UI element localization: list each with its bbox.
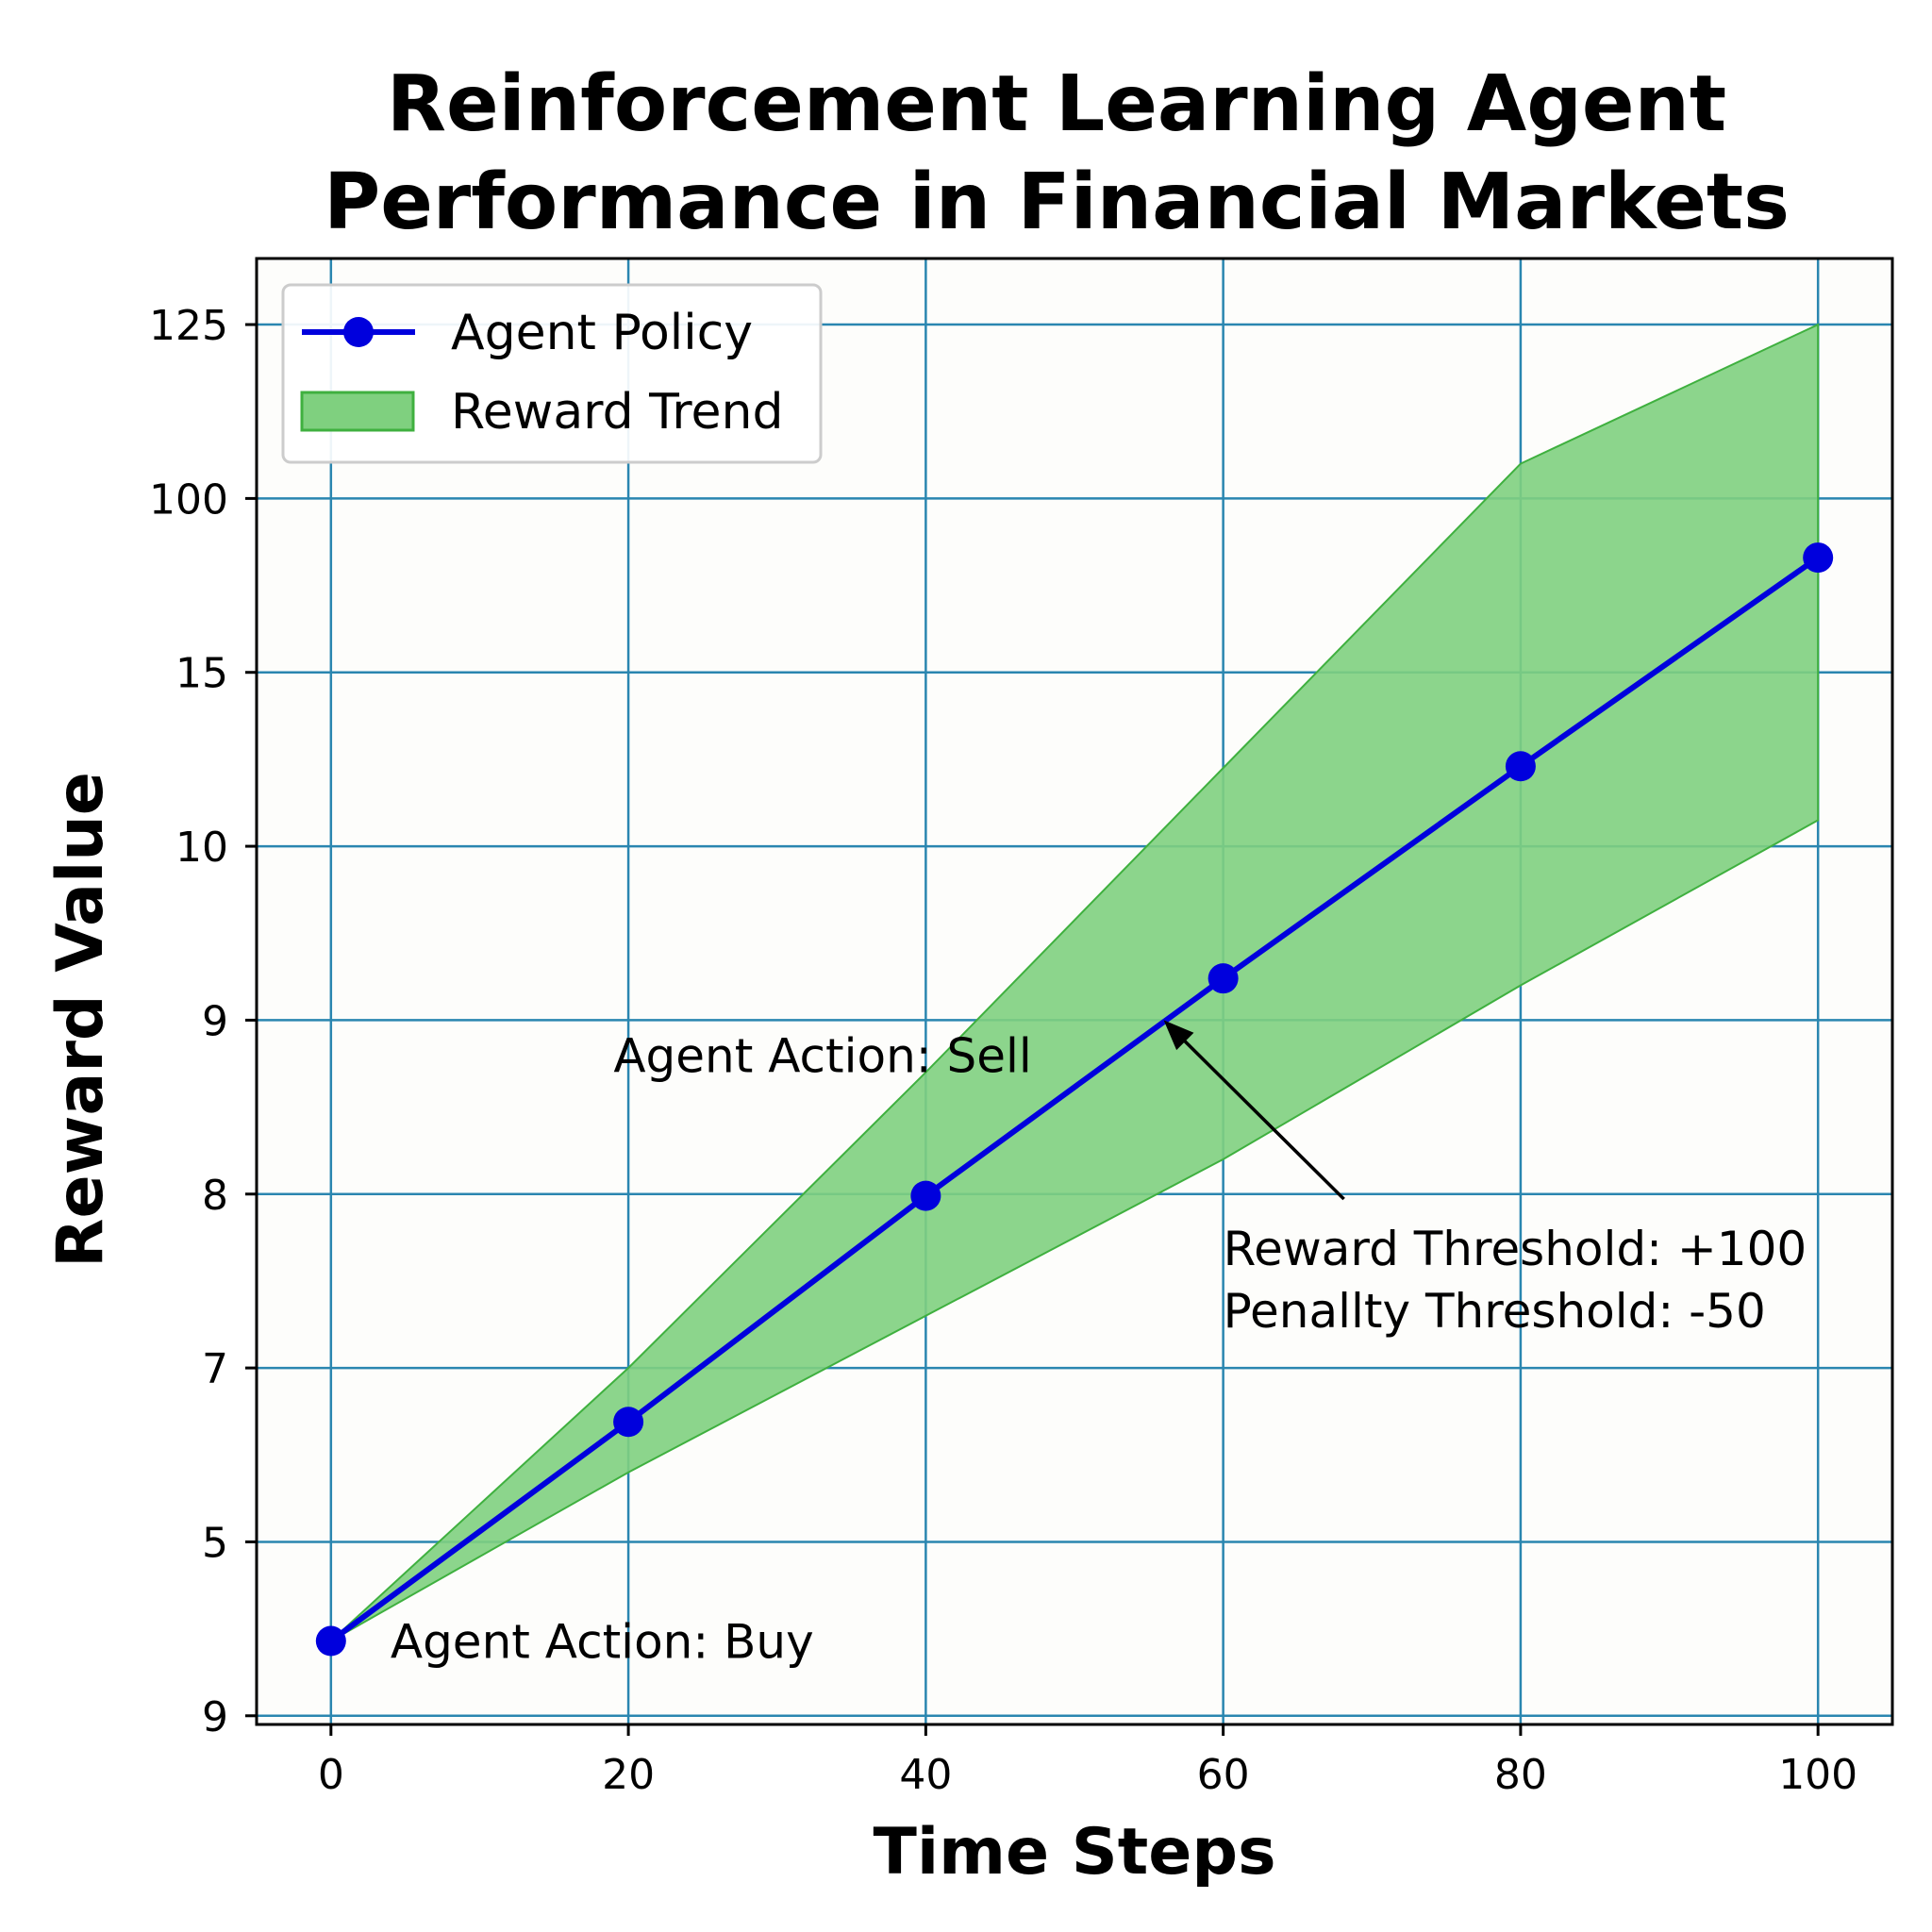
- annotation-text: Penallty Threshold: -50: [1224, 1284, 1766, 1339]
- x-tick-label: 60: [1197, 1751, 1250, 1799]
- plot-frame: [255, 257, 1894, 1726]
- x-tick-label: 100: [1778, 1751, 1857, 1799]
- x-tick-label: 20: [602, 1751, 655, 1799]
- legend-box: [281, 283, 823, 464]
- agent-policy-point: [910, 1180, 941, 1211]
- y-tick-label: 9: [202, 1693, 228, 1741]
- legend-label-reward-trend: Reward Trend: [451, 384, 784, 441]
- annotation-text: Agent Action: Buy: [391, 1615, 814, 1670]
- agent-policy-line: [329, 555, 1820, 1643]
- y-tick-label: 125: [149, 302, 228, 350]
- legend-label-agent-policy: Agent Policy: [451, 305, 753, 361]
- x-tick-label: 40: [899, 1751, 952, 1799]
- agent-policy-point: [1505, 751, 1536, 782]
- agent-policy-point: [315, 1625, 346, 1657]
- x-tick-label: 0: [318, 1751, 344, 1799]
- legend-marker-swatch: [343, 317, 374, 347]
- y-tick-label: 100: [149, 475, 228, 524]
- y-tick-label: 7: [202, 1345, 228, 1393]
- annotation-threshold: Reward Threshold: +100 Penallty Threshold…: [1163, 1020, 1807, 1339]
- y-tick-label: 15: [175, 650, 228, 698]
- annotation-text: Agent Action: Sell: [613, 1028, 1032, 1083]
- agent-policy-point: [1803, 542, 1834, 574]
- annotation-arrow-head: [1163, 1020, 1194, 1051]
- chart-title-line: Performance in Financial Markets: [324, 158, 1790, 247]
- legend-band-swatch: [300, 391, 415, 432]
- y-tick-label: 10: [175, 824, 228, 872]
- legend: Agent Policy Reward Trend: [281, 283, 823, 464]
- x-tick-label: 80: [1494, 1751, 1547, 1799]
- y-tick-label: 5: [202, 1519, 228, 1567]
- y-tick-label: 8: [202, 1172, 228, 1220]
- agent-policy-point: [613, 1407, 644, 1438]
- annotation-arrow-shaft: [1174, 1030, 1345, 1201]
- agent-policy-point: [1208, 963, 1239, 994]
- annotation-buy: Agent Action: Buy: [391, 1615, 814, 1670]
- annotation-sell: Agent Action: Sell: [613, 1028, 1032, 1083]
- x-axis-label: Time Steps: [873, 1815, 1275, 1890]
- y-tick-label: 9: [202, 997, 228, 1045]
- chart-title-line: Reinforcement Learning Agent: [387, 59, 1726, 149]
- annotation-text: Reward Threshold: +100: [1224, 1222, 1807, 1276]
- y-axis-label: Reward Value: [43, 772, 118, 1268]
